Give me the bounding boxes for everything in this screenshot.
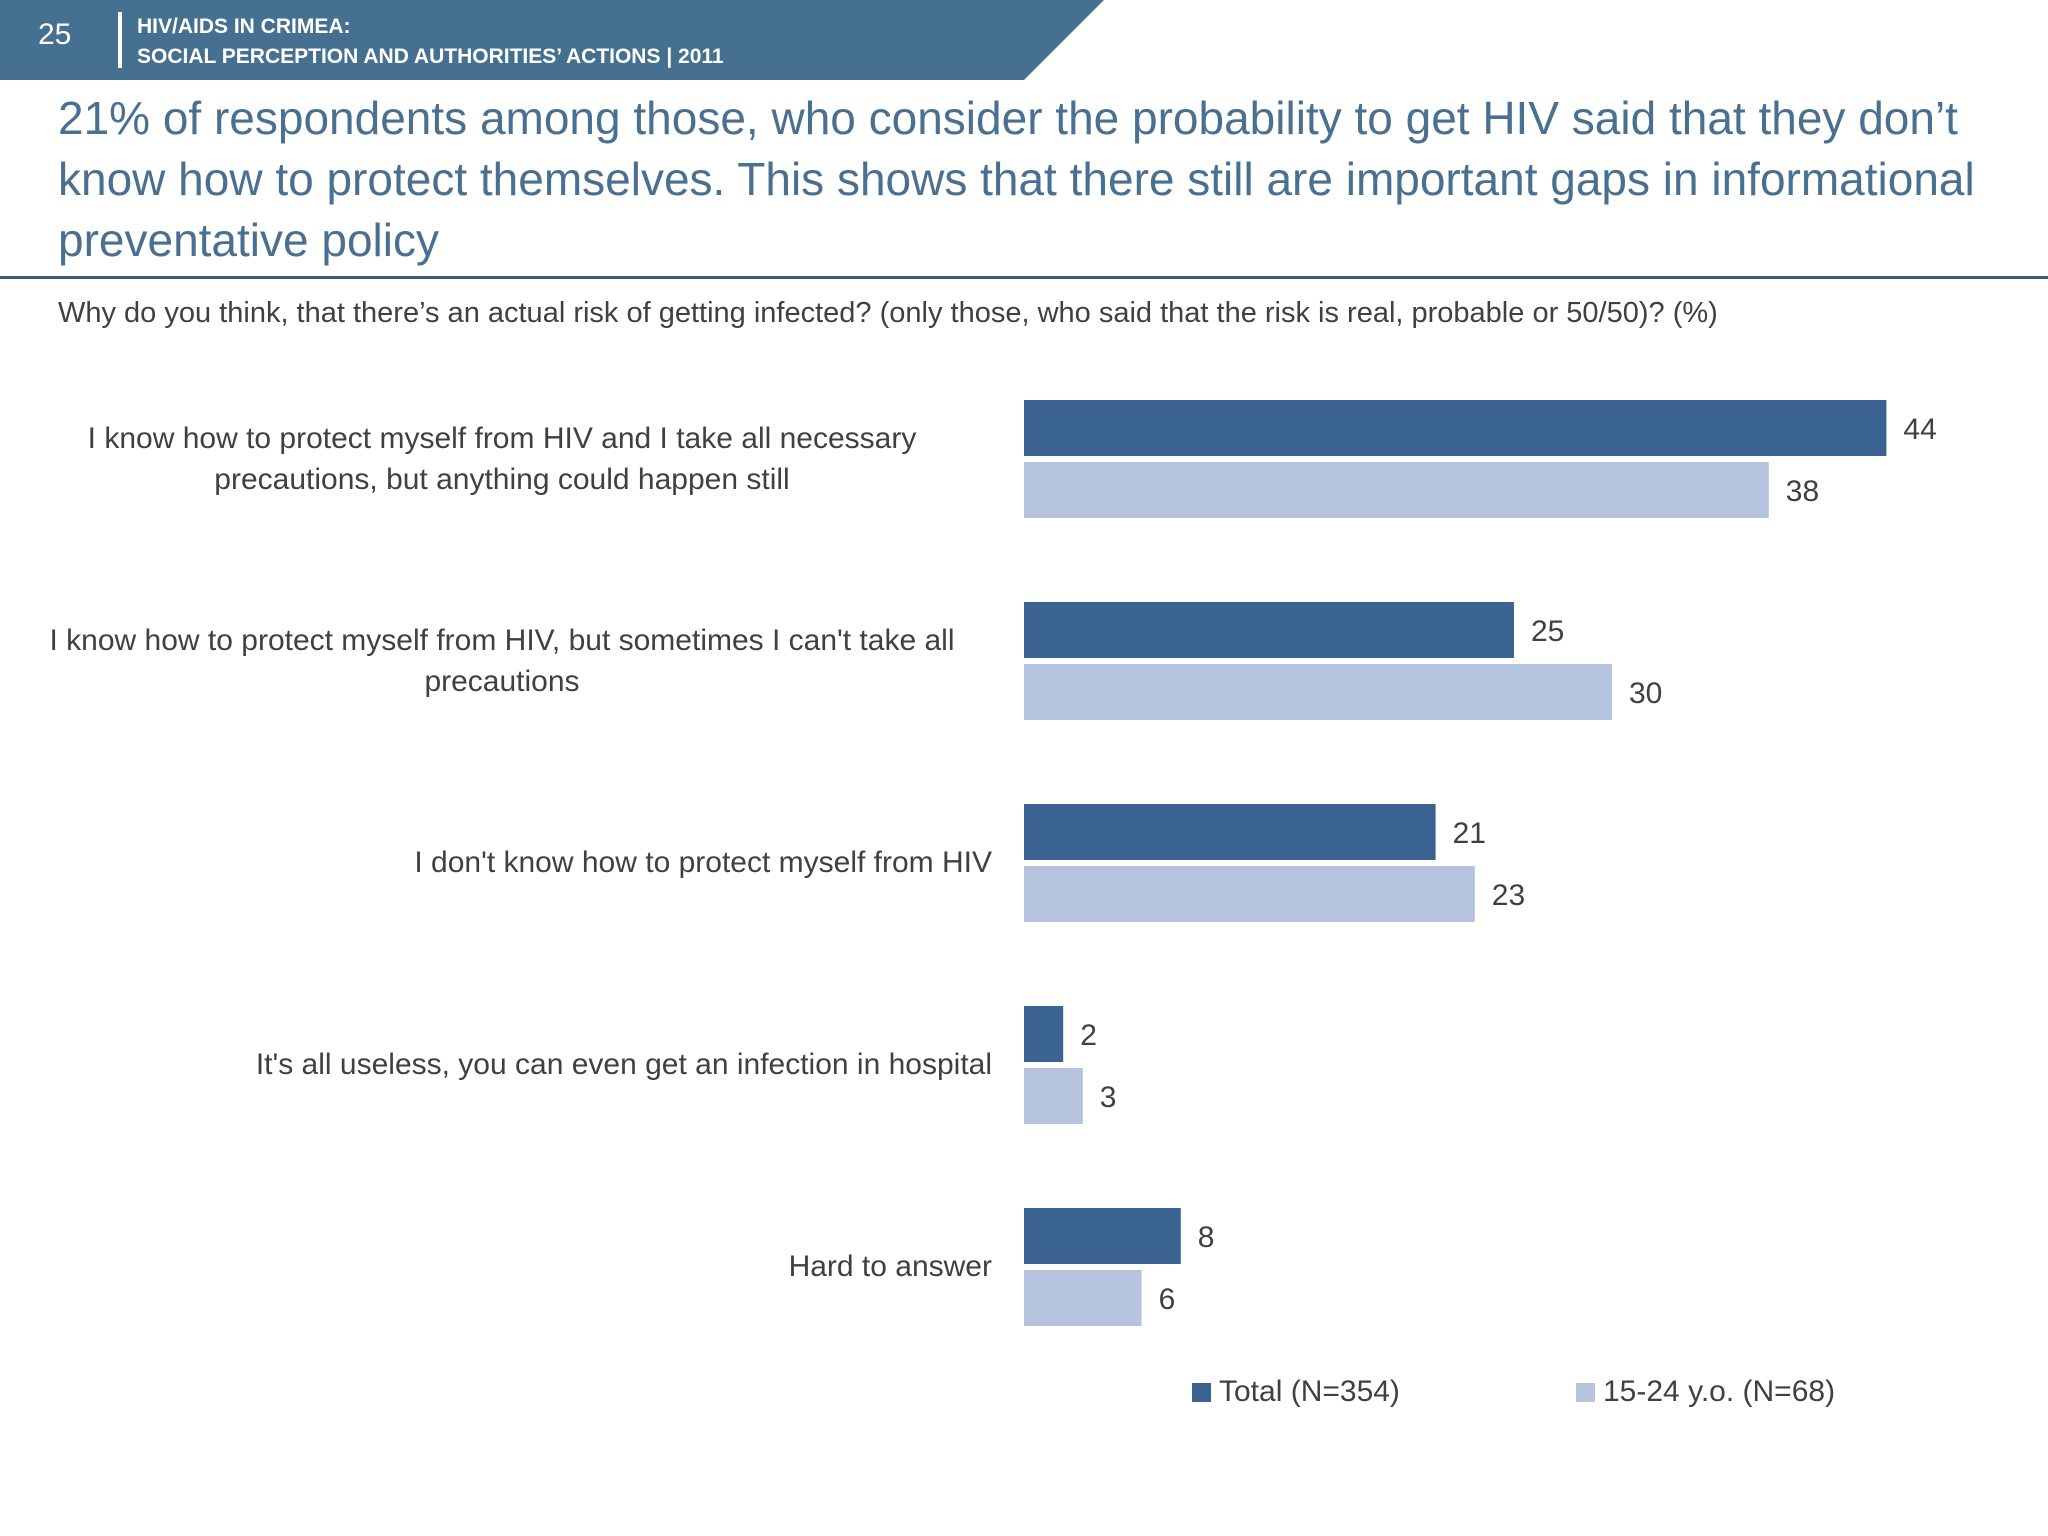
bar-total (1024, 1208, 1181, 1264)
bar-value-label: 8 (1198, 1221, 1215, 1254)
legend-item-youth: 15-24 y.o. (N=68) (1576, 1370, 1835, 1414)
page-number: 25 (38, 18, 72, 51)
report-title-line1: HIV/AIDS IN CRIMEA: (137, 15, 351, 38)
chart-title: Why do you think, that there’s an actual… (58, 297, 1718, 329)
bar-total (1024, 1006, 1064, 1062)
bar-youth (1024, 1068, 1083, 1124)
bar-youth (1024, 1270, 1142, 1326)
report-title: HIV/AIDS IN CRIMEA: SOCIAL PERCEPTION AN… (137, 12, 724, 72)
legend-item-total: Total (N=354) (1192, 1370, 1400, 1414)
bar-value-label: 38 (1786, 475, 1819, 508)
category-label: I know how to protect myself from HIV, b… (49, 624, 955, 698)
bar-total (1024, 804, 1436, 860)
bar-youth (1024, 664, 1612, 720)
category-label: Hard to answer (788, 1250, 992, 1283)
slide-headline: 21% of respondents among those, who cons… (58, 92, 1975, 266)
bar-value-label: 44 (1903, 413, 1936, 446)
bar-youth (1024, 866, 1475, 922)
category-label: I don't know how to protect myself from … (414, 846, 992, 879)
header-band (0, 0, 1110, 80)
bar-value-label: 21 (1453, 817, 1486, 850)
category-label: It's all useless, you can even get an in… (255, 1048, 992, 1081)
legend-label-youth: 15-24 y.o. (N=68) (1603, 1375, 1836, 1408)
bar-value-label: 6 (1159, 1283, 1176, 1316)
bar-youth (1024, 462, 1769, 518)
bar-total (1024, 602, 1514, 658)
category-label: I know how to protect myself from HIV an… (87, 422, 917, 496)
header-divider (118, 12, 122, 68)
bar-total (1024, 400, 1887, 456)
bar-value-label: 25 (1531, 615, 1564, 648)
legend-label-total: Total (N=354) (1219, 1375, 1400, 1408)
report-title-line2: SOCIAL PERCEPTION AND AUTHORITIES’ ACTIO… (137, 45, 724, 68)
bar-value-label: 2 (1080, 1019, 1097, 1052)
legend-swatch-youth (1576, 1383, 1595, 1402)
headline-rule (0, 276, 2048, 279)
bar-value-label: 30 (1629, 677, 1662, 710)
bar-value-label: 23 (1492, 879, 1525, 912)
bar-value-label: 3 (1100, 1081, 1117, 1114)
legend-swatch-total (1192, 1383, 1211, 1402)
